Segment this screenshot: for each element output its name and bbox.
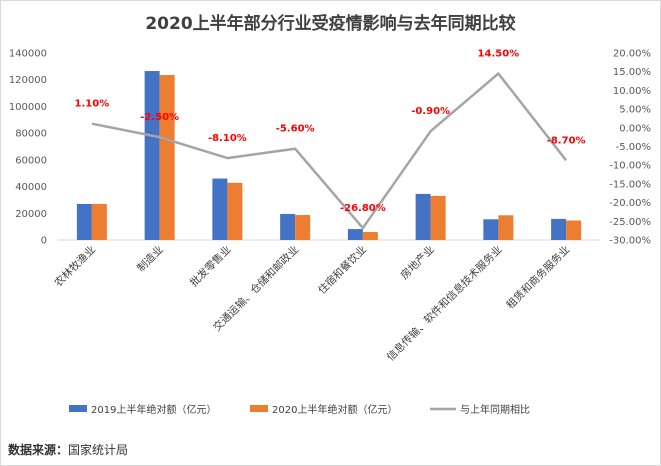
y-tick-right: 15.00% <box>613 67 651 78</box>
x-tick-label: 制造业 <box>134 243 165 274</box>
line-layer <box>91 72 568 230</box>
x-tick-label: 房地产业 <box>398 243 437 282</box>
data-label: 1.10% <box>75 99 110 110</box>
y-tick-left: 100000 <box>9 102 47 113</box>
data-label: -5.60% <box>276 124 315 135</box>
bar-series-2 <box>91 203 107 240</box>
bar-series-2 <box>227 182 243 240</box>
yoy-change-line <box>91 72 568 230</box>
y-tick-right: -30.00% <box>609 236 651 247</box>
data-label: -8.70% <box>547 135 586 146</box>
source-value: 国家统计局 <box>68 443 129 457</box>
data-label: -26.80% <box>340 203 386 214</box>
data-label: 14.50% <box>478 49 520 60</box>
data-label: -2.50% <box>140 112 179 123</box>
data-labels-layer: 1.10% -2.50% -8.10% -5.60% -26.80% -0.90% 14.5… <box>75 49 586 214</box>
bar-series-2 <box>295 215 311 240</box>
bar-series-2 <box>362 231 378 240</box>
y-tick-right: -20.00% <box>609 198 651 209</box>
chart-title: 2020上半年部分行业受疫情影响与去年同期比较 <box>145 14 516 34</box>
bar-series-2 <box>430 195 446 240</box>
bars-layer <box>76 71 582 241</box>
bar-series-1 <box>280 213 296 240</box>
y-tick-left: 120000 <box>9 75 47 86</box>
legend-swatch <box>69 405 87 412</box>
y-tick-left: 20000 <box>15 209 47 220</box>
y-axis-right: -30.00% -25.00% -20.00% -15.00% -10.00% -5.00… <box>609 49 651 247</box>
x-tick-label: 农林牧渔业 <box>52 243 98 289</box>
data-label: -0.90% <box>411 106 450 117</box>
bar-series-1 <box>76 203 92 240</box>
bar-series-1 <box>483 219 499 240</box>
bar-series-1 <box>551 218 567 240</box>
y-tick-left: 80000 <box>15 129 47 140</box>
y-tick-right: -10.00% <box>609 161 651 172</box>
y-tick-right: -5.00% <box>616 142 651 153</box>
y-tick-right: 0.00% <box>619 123 651 134</box>
bar-series-1 <box>144 71 160 241</box>
bar-series-2 <box>498 215 514 240</box>
bar-series-2 <box>566 220 582 240</box>
y-tick-left: 40000 <box>15 182 47 193</box>
x-tick-label: 批发零售业 <box>187 243 233 289</box>
y-tick-right: -25.00% <box>609 217 651 228</box>
legend-label: 与上年同期相比 <box>460 403 530 416</box>
y-tick-right: 20.00% <box>613 49 651 60</box>
x-tick-label: 住宿和餐饮业 <box>315 243 369 297</box>
y-axis-left: 0 20000 40000 60000 80000 100000 120000 140000 <box>9 49 47 247</box>
source-label: 数据来源： <box>8 443 69 457</box>
x-tick-label: 租赁和商务服务业 <box>504 243 573 312</box>
bar-series-2 <box>159 75 175 241</box>
legend-label: 2020上半年绝对额（亿元） <box>272 403 397 416</box>
y-tick-left: 140000 <box>9 49 47 60</box>
legend-label: 2019上半年绝对额（亿元） <box>91 403 216 416</box>
source-note: 数据来源：国家统计局 <box>8 441 128 458</box>
y-tick-left: 0 <box>41 236 47 247</box>
bar-series-1 <box>212 178 228 240</box>
y-tick-right: -15.00% <box>609 179 651 190</box>
y-tick-left: 60000 <box>15 155 47 166</box>
data-label: -8.10% <box>208 133 247 144</box>
bar-series-1 <box>347 229 363 240</box>
y-tick-right: 10.00% <box>613 86 651 97</box>
x-tick-label: 信息传输、软件和信息技术服务业 <box>384 243 505 364</box>
bar-series-1 <box>415 193 431 240</box>
legend-swatch <box>250 405 268 412</box>
y-tick-right: 5.00% <box>619 105 651 116</box>
legend: 2019上半年绝对额（亿元） 2020上半年绝对额（亿元） 与上年同期相比 <box>69 403 530 416</box>
